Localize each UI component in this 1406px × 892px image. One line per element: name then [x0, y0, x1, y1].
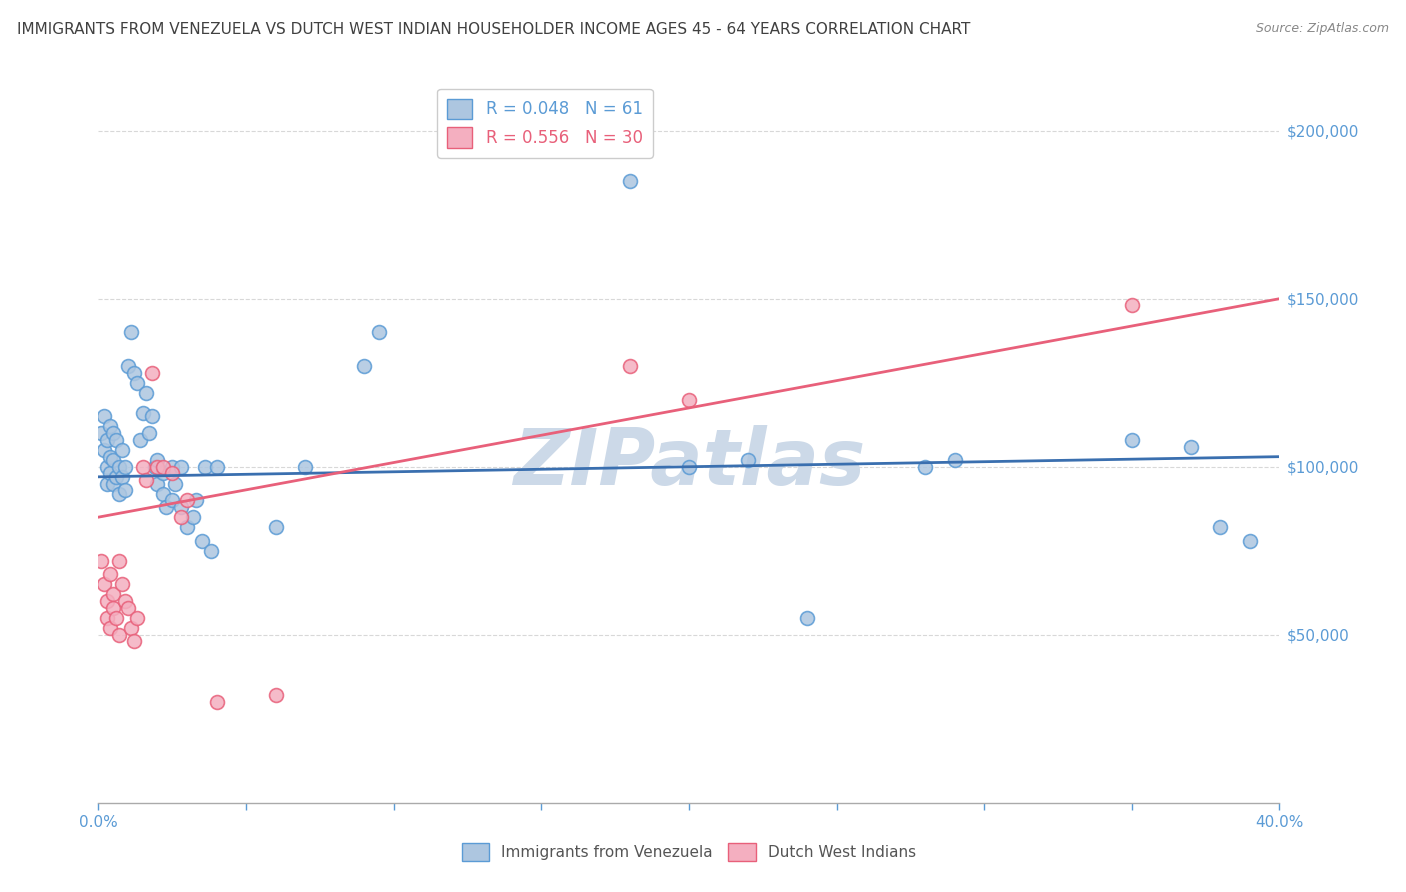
Point	[96, 611, 118, 625]
Point	[96, 476, 118, 491]
Point	[152, 486, 174, 500]
Point	[943, 453, 966, 467]
Point	[141, 409, 163, 424]
Point	[105, 470, 128, 484]
Point	[111, 470, 134, 484]
Point	[120, 621, 142, 635]
Point	[120, 326, 142, 340]
Point	[108, 459, 131, 474]
Text: Source: ZipAtlas.com: Source: ZipAtlas.com	[1256, 22, 1389, 36]
Point	[162, 459, 183, 474]
Point	[108, 486, 131, 500]
Point	[184, 493, 207, 508]
Point	[152, 467, 174, 481]
Point	[98, 467, 121, 481]
Point	[737, 453, 759, 467]
Point	[1180, 440, 1202, 454]
Point	[128, 433, 150, 447]
Point	[103, 587, 125, 601]
Point	[125, 611, 148, 625]
Point	[155, 500, 177, 514]
Point	[98, 450, 121, 464]
Text: IMMIGRANTS FROM VENEZUELA VS DUTCH WEST INDIAN HOUSEHOLDER INCOME AGES 45 - 64 Y: IMMIGRANTS FROM VENEZUELA VS DUTCH WEST …	[17, 22, 970, 37]
Point	[141, 366, 163, 380]
Point	[200, 543, 222, 558]
Point	[170, 500, 193, 514]
Point	[98, 419, 121, 434]
Point	[146, 476, 169, 491]
Point	[162, 493, 183, 508]
Legend: Immigrants from Venezuela, Dutch West Indians: Immigrants from Venezuela, Dutch West In…	[456, 837, 922, 867]
Point	[170, 510, 193, 524]
Point	[111, 577, 134, 591]
Point	[103, 476, 125, 491]
Point	[294, 459, 316, 474]
Point	[103, 600, 125, 615]
Point	[176, 493, 198, 508]
Point	[205, 695, 228, 709]
Point	[264, 688, 287, 702]
Point	[90, 426, 112, 441]
Point	[170, 459, 193, 474]
Point	[105, 611, 128, 625]
Point	[105, 433, 128, 447]
Point	[108, 554, 131, 568]
Point	[108, 628, 131, 642]
Point	[191, 533, 214, 548]
Point	[135, 473, 157, 487]
Point	[678, 459, 700, 474]
Point	[146, 459, 169, 474]
Point	[264, 520, 287, 534]
Point	[93, 442, 115, 457]
Point	[111, 442, 134, 457]
Point	[93, 577, 115, 591]
Point	[98, 621, 121, 635]
Point	[1239, 533, 1261, 548]
Point	[114, 594, 136, 608]
Point	[619, 174, 641, 188]
Point	[122, 634, 145, 648]
Point	[194, 459, 217, 474]
Point	[1121, 298, 1143, 312]
Point	[165, 476, 187, 491]
Point	[135, 385, 157, 400]
Point	[143, 459, 166, 474]
Point	[132, 459, 155, 474]
Point	[152, 459, 174, 474]
Point	[914, 459, 936, 474]
Point	[132, 406, 155, 420]
Point	[96, 433, 118, 447]
Point	[93, 409, 115, 424]
Point	[114, 459, 136, 474]
Point	[117, 600, 139, 615]
Text: ZIPatlas: ZIPatlas	[513, 425, 865, 501]
Point	[146, 453, 169, 467]
Point	[205, 459, 228, 474]
Point	[117, 359, 139, 373]
Point	[96, 594, 118, 608]
Point	[678, 392, 700, 407]
Point	[122, 366, 145, 380]
Point	[353, 359, 375, 373]
Point	[138, 426, 160, 441]
Point	[796, 611, 818, 625]
Point	[103, 453, 125, 467]
Point	[1209, 520, 1232, 534]
Point	[96, 459, 118, 474]
Point	[176, 520, 198, 534]
Point	[162, 467, 183, 481]
Point	[619, 359, 641, 373]
Point	[125, 376, 148, 390]
Point	[114, 483, 136, 498]
Point	[181, 510, 204, 524]
Point	[103, 426, 125, 441]
Point	[368, 326, 391, 340]
Point	[98, 567, 121, 582]
Point	[90, 554, 112, 568]
Point	[1121, 433, 1143, 447]
